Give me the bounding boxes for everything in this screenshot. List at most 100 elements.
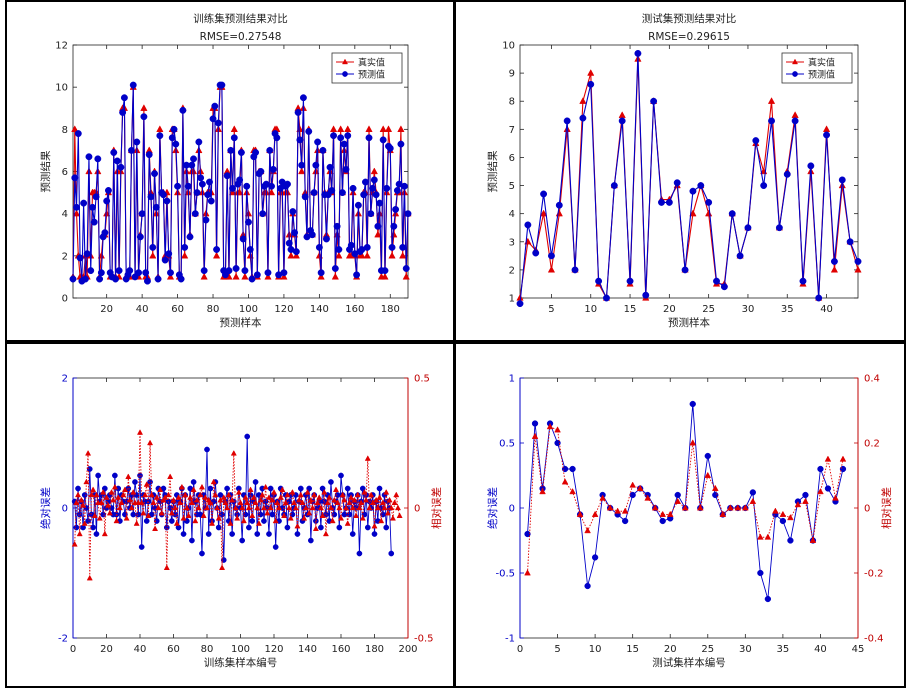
data-point: [138, 210, 146, 218]
data-point: [343, 504, 350, 511]
data-point: [230, 134, 238, 142]
data-point: [94, 155, 102, 163]
data-point: [269, 165, 277, 173]
data-point: [317, 272, 325, 280]
data-point: [83, 250, 91, 258]
data-point: [202, 494, 209, 500]
data-point: [113, 157, 121, 165]
data-point: [105, 502, 112, 508]
data-point: [379, 499, 386, 505]
series-line: [519, 53, 859, 304]
panel-frames: [5, 0, 906, 688]
data-point: [783, 170, 791, 178]
data-point: [752, 137, 760, 145]
data-point: [170, 496, 177, 503]
data-point: [227, 520, 234, 526]
data-point: [166, 272, 175, 280]
y2-tick-label: -0.2: [864, 569, 884, 580]
data-point: [547, 265, 556, 273]
data-point: [229, 184, 236, 192]
data-point: [802, 491, 809, 499]
data-point: [674, 497, 682, 504]
data-point: [338, 472, 344, 479]
legend-label: 预测值: [808, 69, 835, 81]
data-point: [98, 499, 105, 505]
data-point: [360, 191, 368, 199]
data-point: [214, 119, 222, 127]
data-point: [117, 163, 125, 171]
data-point: [245, 504, 252, 511]
data-point: [147, 479, 153, 485]
data-point: [374, 222, 382, 230]
data-point: [242, 511, 249, 518]
data-point: [349, 531, 356, 537]
data-point: [113, 517, 120, 524]
data-point: [817, 465, 824, 473]
data-point: [128, 504, 135, 511]
data-point: [243, 182, 251, 190]
data-point: [524, 221, 532, 229]
y-tick-label: 10: [55, 83, 68, 94]
data-point: [200, 512, 207, 518]
data-point: [312, 525, 319, 531]
data-point: [269, 511, 276, 518]
data-point: [193, 189, 201, 197]
data-point: [212, 251, 221, 259]
data-point: [363, 243, 371, 251]
data-point: [689, 209, 697, 217]
data-point: [182, 491, 189, 498]
data-point: [149, 251, 157, 259]
data-point: [186, 233, 194, 241]
data-point: [191, 210, 199, 218]
data-point: [272, 544, 279, 550]
chart-title: 训练集预测结果对比: [193, 12, 288, 25]
y-axis-label: 预测结果: [486, 150, 499, 192]
y-tick-label: -2: [58, 634, 68, 645]
data-point: [244, 433, 251, 440]
chart-3: 0 20 40 60 80 100 120 140 160 180 200-202训练集样本编号绝对…: [39, 374, 443, 670]
data-point: [279, 486, 286, 492]
data-point: [299, 499, 306, 505]
data-point: [252, 149, 260, 156]
data-point: [239, 537, 246, 544]
x-tick-label: 80: [207, 304, 220, 315]
data-point: [764, 533, 772, 540]
data-point: [222, 499, 229, 505]
data-point: [606, 504, 614, 511]
data-point: [153, 494, 160, 500]
data-point: [267, 485, 274, 492]
data-point: [80, 502, 87, 508]
data-point: [204, 191, 212, 199]
data-point: [576, 510, 584, 517]
data-point: [266, 146, 274, 154]
data-point: [388, 251, 396, 259]
data-point: [328, 187, 336, 194]
x-tick-label: 180: [381, 304, 400, 315]
x-tick-label: 160: [345, 304, 364, 315]
y-tick-label: -1: [505, 634, 515, 645]
data-point: [381, 504, 388, 511]
data-point: [280, 269, 288, 277]
data-point: [115, 494, 122, 500]
data-point: [189, 537, 195, 544]
data-point: [666, 510, 674, 517]
data-point: [298, 161, 306, 169]
data-point: [103, 209, 111, 217]
data-point: [96, 515, 103, 521]
data-point: [711, 484, 719, 491]
data-point: [76, 530, 83, 537]
data-point: [197, 174, 205, 182]
data-point: [383, 184, 391, 192]
data-point: [219, 511, 225, 518]
x-tick-label: 0: [517, 644, 523, 655]
data-point: [220, 494, 227, 500]
data-point: [337, 134, 345, 142]
data-point: [292, 504, 299, 511]
data-point: [284, 180, 291, 188]
data-point: [587, 69, 595, 76]
data-point: [742, 504, 749, 511]
data-point: [681, 504, 689, 511]
data-point: [312, 161, 320, 169]
data-point: [165, 250, 173, 258]
data-point: [348, 494, 355, 500]
